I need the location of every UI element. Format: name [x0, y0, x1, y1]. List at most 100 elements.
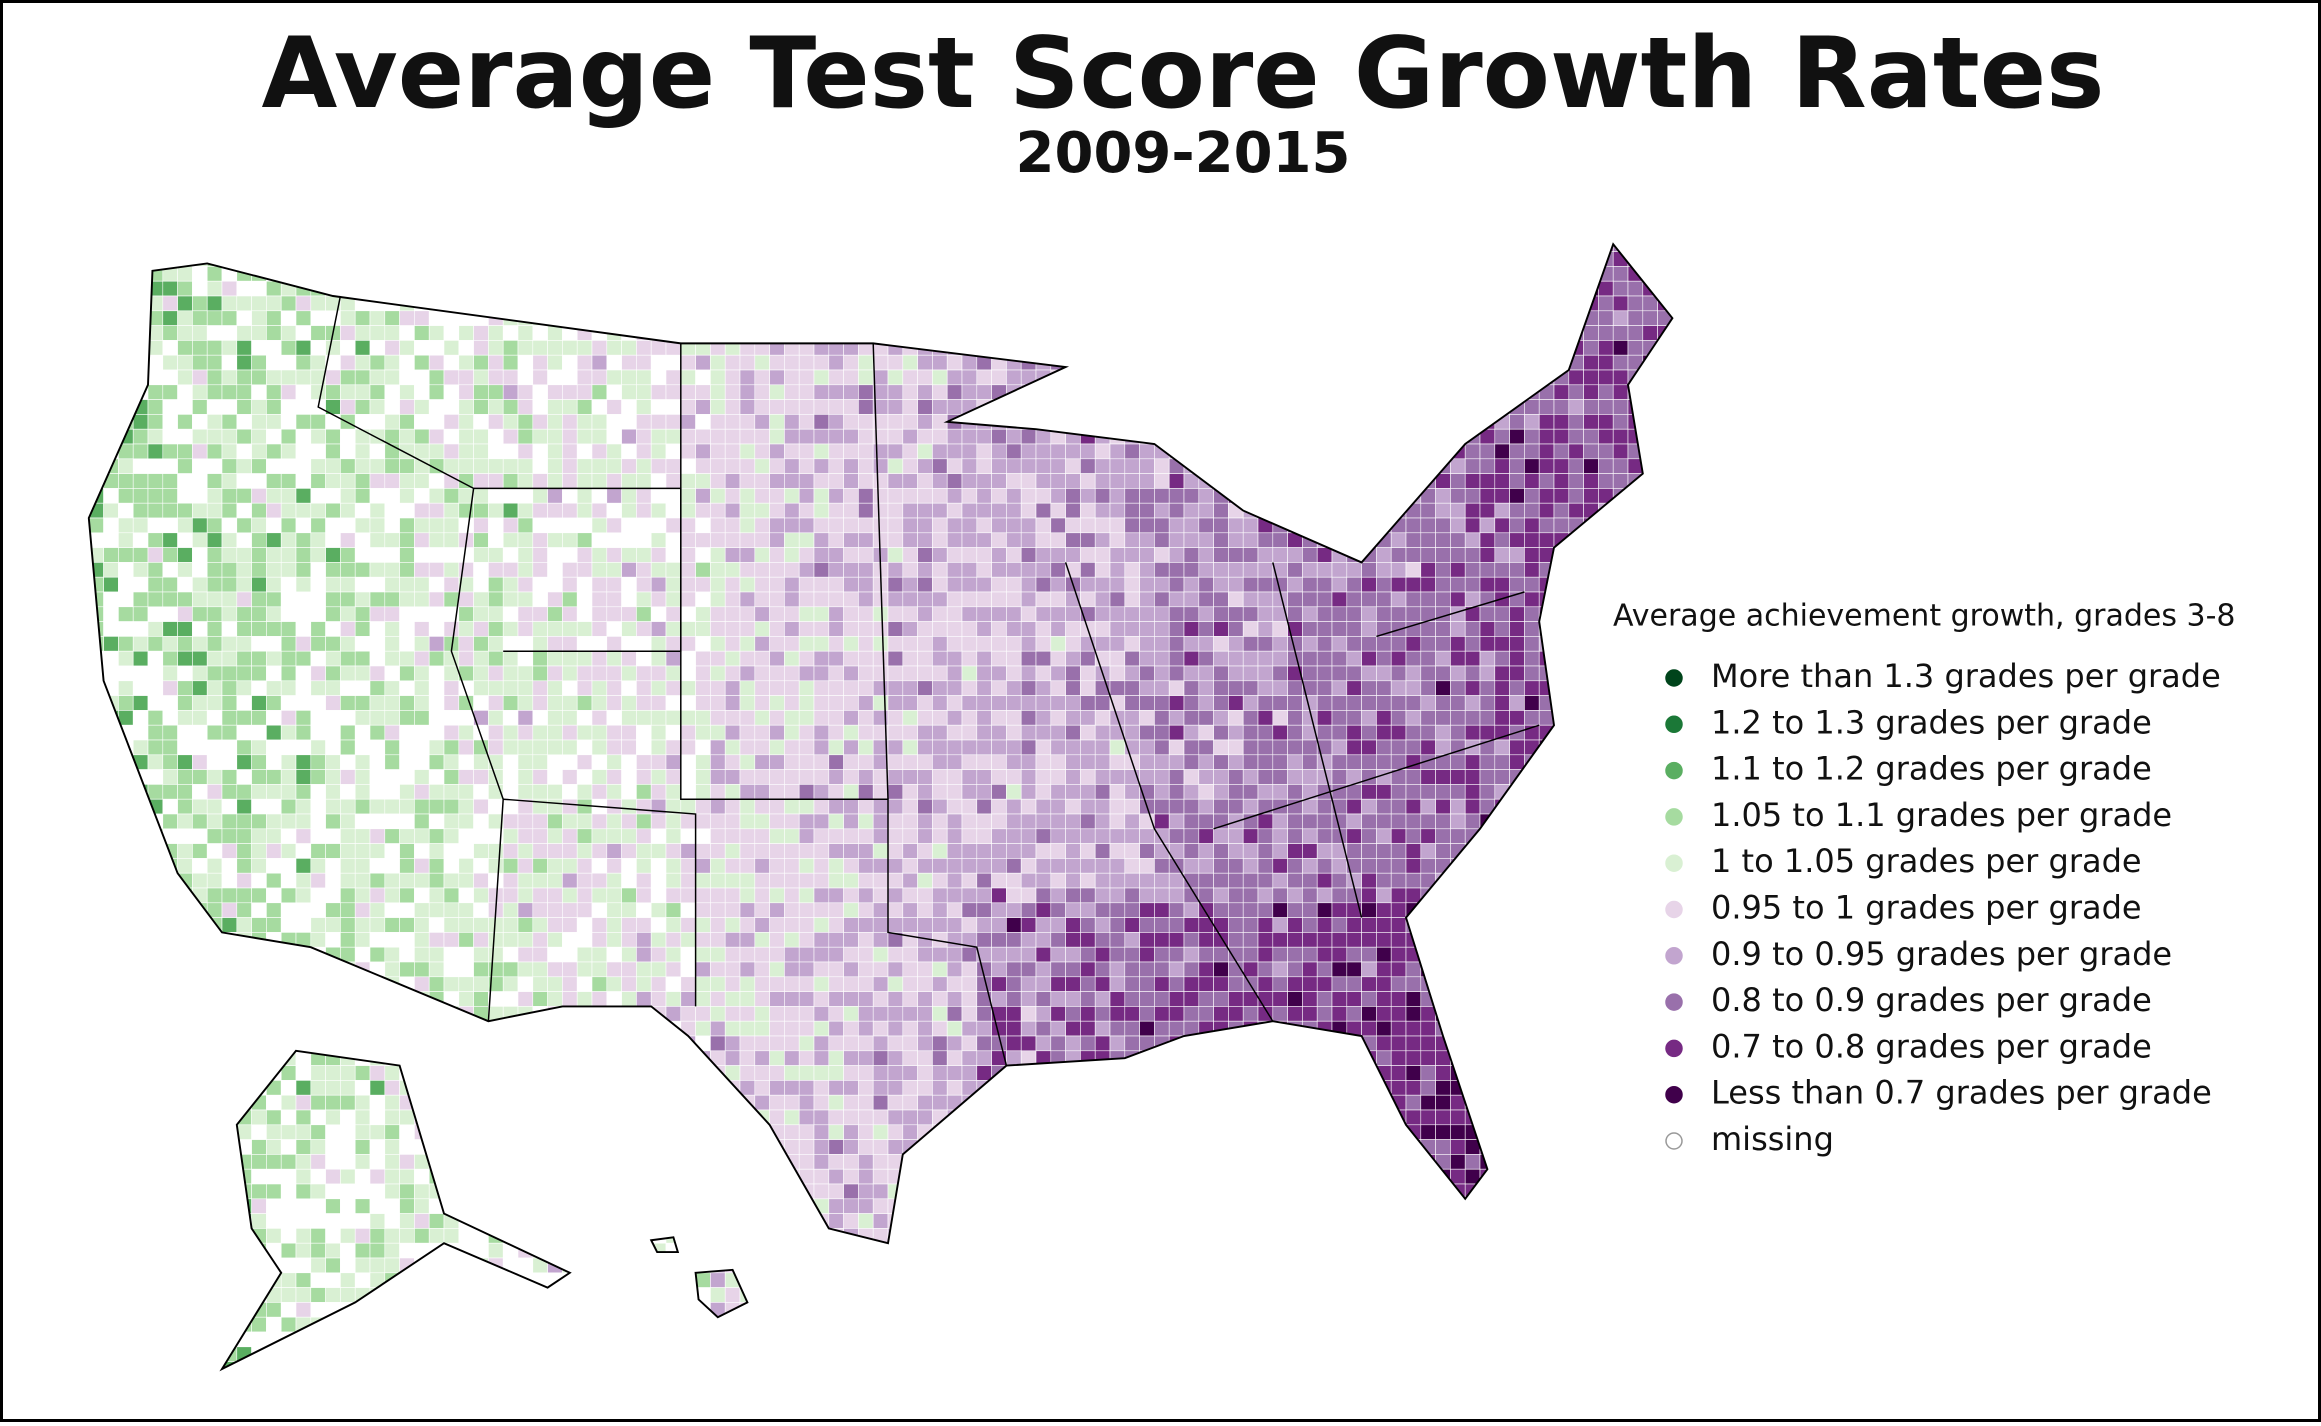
district	[710, 636, 726, 652]
district	[621, 828, 637, 844]
district	[754, 576, 770, 593]
district	[236, 858, 252, 874]
district	[917, 902, 933, 918]
district	[724, 621, 741, 637]
district	[828, 532, 844, 548]
district	[828, 710, 844, 726]
district	[784, 798, 800, 815]
district	[399, 902, 415, 918]
district	[562, 547, 578, 563]
district	[606, 517, 622, 534]
district	[710, 384, 726, 400]
district	[858, 488, 874, 504]
district	[739, 991, 756, 1007]
district	[769, 547, 785, 563]
district	[266, 280, 282, 297]
district	[266, 354, 282, 371]
district	[443, 458, 460, 474]
district	[310, 769, 326, 785]
district	[384, 798, 400, 815]
district	[295, 872, 312, 889]
district	[340, 1257, 356, 1274]
district	[739, 665, 756, 682]
district	[399, 843, 415, 859]
district	[251, 636, 267, 652]
district	[384, 769, 400, 785]
district	[813, 917, 830, 933]
district	[132, 710, 149, 726]
district	[754, 636, 770, 652]
district	[340, 1154, 356, 1170]
district	[280, 502, 297, 519]
district	[680, 680, 696, 696]
district	[576, 887, 593, 904]
district	[428, 369, 445, 386]
district	[221, 710, 238, 726]
district	[280, 1080, 297, 1096]
district	[340, 340, 356, 356]
district	[991, 428, 1007, 445]
district	[340, 872, 356, 889]
district	[266, 606, 282, 622]
district	[769, 1020, 785, 1037]
district	[917, 991, 933, 1007]
district	[650, 384, 667, 400]
district	[621, 724, 637, 741]
district	[414, 872, 430, 889]
district	[399, 1124, 415, 1140]
district	[858, 1050, 874, 1066]
district	[162, 798, 178, 815]
district	[813, 710, 830, 726]
district	[813, 1154, 830, 1170]
district	[576, 695, 593, 711]
district	[517, 858, 534, 874]
district	[399, 458, 415, 474]
district	[991, 828, 1007, 844]
district	[917, 1065, 933, 1081]
district	[636, 473, 652, 489]
district	[754, 1050, 770, 1066]
district	[354, 1198, 371, 1214]
district	[902, 976, 918, 992]
district	[813, 1080, 830, 1096]
district	[858, 1124, 874, 1140]
district	[354, 1065, 371, 1081]
district	[488, 621, 504, 637]
district	[695, 887, 711, 904]
district	[843, 458, 859, 474]
district	[813, 414, 830, 430]
district	[591, 591, 608, 608]
district	[576, 443, 593, 460]
district	[843, 488, 859, 504]
district	[295, 695, 312, 711]
district	[502, 325, 519, 341]
district	[399, 754, 415, 770]
district	[532, 872, 548, 889]
district	[576, 532, 593, 548]
district	[369, 1183, 386, 1200]
district	[872, 858, 889, 874]
district	[162, 473, 178, 489]
district	[547, 858, 563, 874]
district	[221, 340, 238, 356]
district	[295, 828, 312, 844]
district	[621, 813, 637, 830]
district	[162, 547, 178, 563]
district	[295, 591, 312, 608]
district	[902, 902, 918, 918]
district	[976, 739, 992, 756]
district	[517, 340, 534, 356]
district	[680, 547, 696, 563]
district	[606, 502, 622, 519]
district	[828, 428, 844, 445]
district	[769, 710, 785, 726]
district	[488, 443, 504, 460]
district	[887, 1124, 904, 1140]
district	[132, 443, 149, 460]
district	[665, 369, 682, 386]
district	[266, 458, 282, 474]
district	[946, 1065, 963, 1081]
district	[147, 414, 164, 430]
district	[562, 340, 578, 356]
district	[473, 991, 489, 1007]
